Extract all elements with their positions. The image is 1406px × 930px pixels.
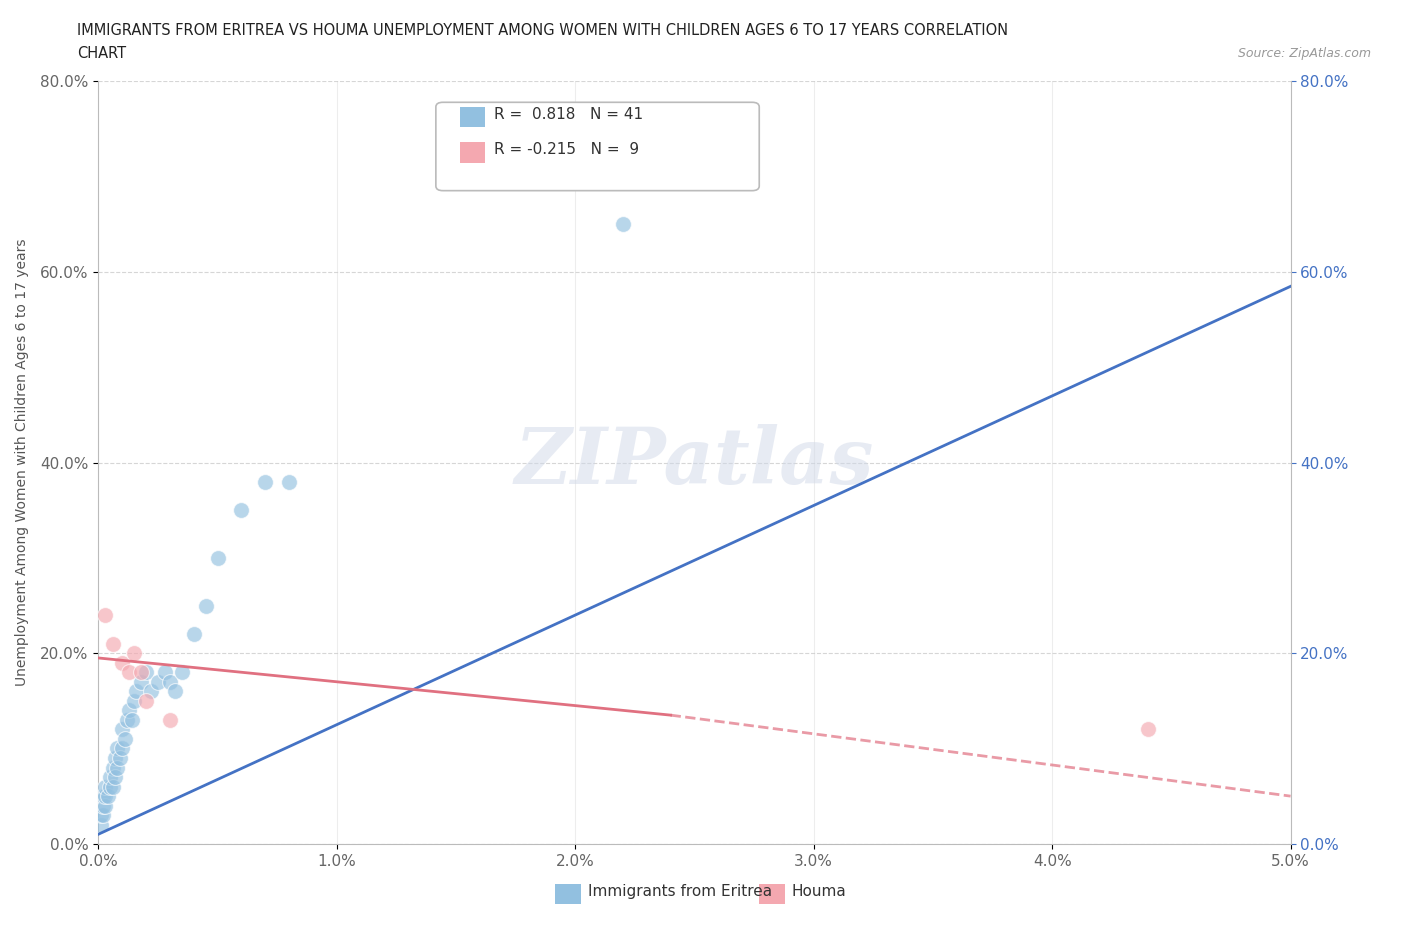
Point	[108, 751, 131, 765]
Point	[122, 645, 145, 660]
Point	[278, 474, 301, 489]
Point	[135, 694, 157, 709]
Point	[254, 474, 277, 489]
Point	[1136, 722, 1159, 737]
Point	[170, 665, 193, 680]
Point	[612, 217, 634, 232]
Text: Houma: Houma	[792, 884, 846, 898]
Point	[153, 665, 176, 680]
Text: Source: ZipAtlas.com: Source: ZipAtlas.com	[1237, 46, 1371, 60]
Point	[101, 760, 124, 775]
Point	[231, 503, 253, 518]
Point	[101, 779, 124, 794]
Point	[91, 789, 114, 804]
Point	[122, 694, 145, 709]
Point	[129, 674, 152, 689]
Y-axis label: Unemployment Among Women with Children Ages 6 to 17 years: Unemployment Among Women with Children A…	[15, 239, 30, 686]
Text: R =  0.818   N = 41: R = 0.818 N = 41	[494, 107, 643, 122]
Point	[159, 674, 181, 689]
Point	[118, 665, 141, 680]
Point	[194, 598, 217, 613]
Point	[104, 770, 127, 785]
Point	[90, 817, 112, 832]
Point	[118, 703, 141, 718]
Text: IMMIGRANTS FROM ERITREA VS HOUMA UNEMPLOYMENT AMONG WOMEN WITH CHILDREN AGES 6 T: IMMIGRANTS FROM ERITREA VS HOUMA UNEMPLO…	[77, 23, 1008, 38]
Point	[163, 684, 186, 698]
Point	[107, 741, 129, 756]
Point	[94, 789, 117, 804]
Point	[98, 770, 121, 785]
Text: Immigrants from Eritrea: Immigrants from Eritrea	[588, 884, 772, 898]
Point	[107, 760, 129, 775]
Point	[139, 684, 162, 698]
Point	[129, 665, 152, 680]
Point	[111, 722, 134, 737]
Point	[91, 798, 114, 813]
Point	[135, 665, 157, 680]
Point	[114, 732, 136, 747]
Point	[91, 808, 114, 823]
Point	[94, 779, 117, 794]
Point	[121, 712, 143, 727]
Point	[159, 712, 181, 727]
Text: ZIPatlas: ZIPatlas	[515, 424, 875, 501]
Point	[97, 789, 120, 804]
Point	[207, 551, 229, 565]
Point	[111, 741, 134, 756]
Point	[90, 808, 112, 823]
Text: CHART: CHART	[77, 46, 127, 61]
Point	[146, 674, 169, 689]
Point	[183, 627, 205, 642]
Point	[94, 607, 117, 622]
Point	[98, 779, 121, 794]
Point	[94, 798, 117, 813]
Point	[111, 656, 134, 671]
Point	[101, 636, 124, 651]
Point	[104, 751, 127, 765]
Point	[115, 712, 138, 727]
Text: R = -0.215   N =  9: R = -0.215 N = 9	[494, 142, 638, 157]
Point	[125, 684, 148, 698]
